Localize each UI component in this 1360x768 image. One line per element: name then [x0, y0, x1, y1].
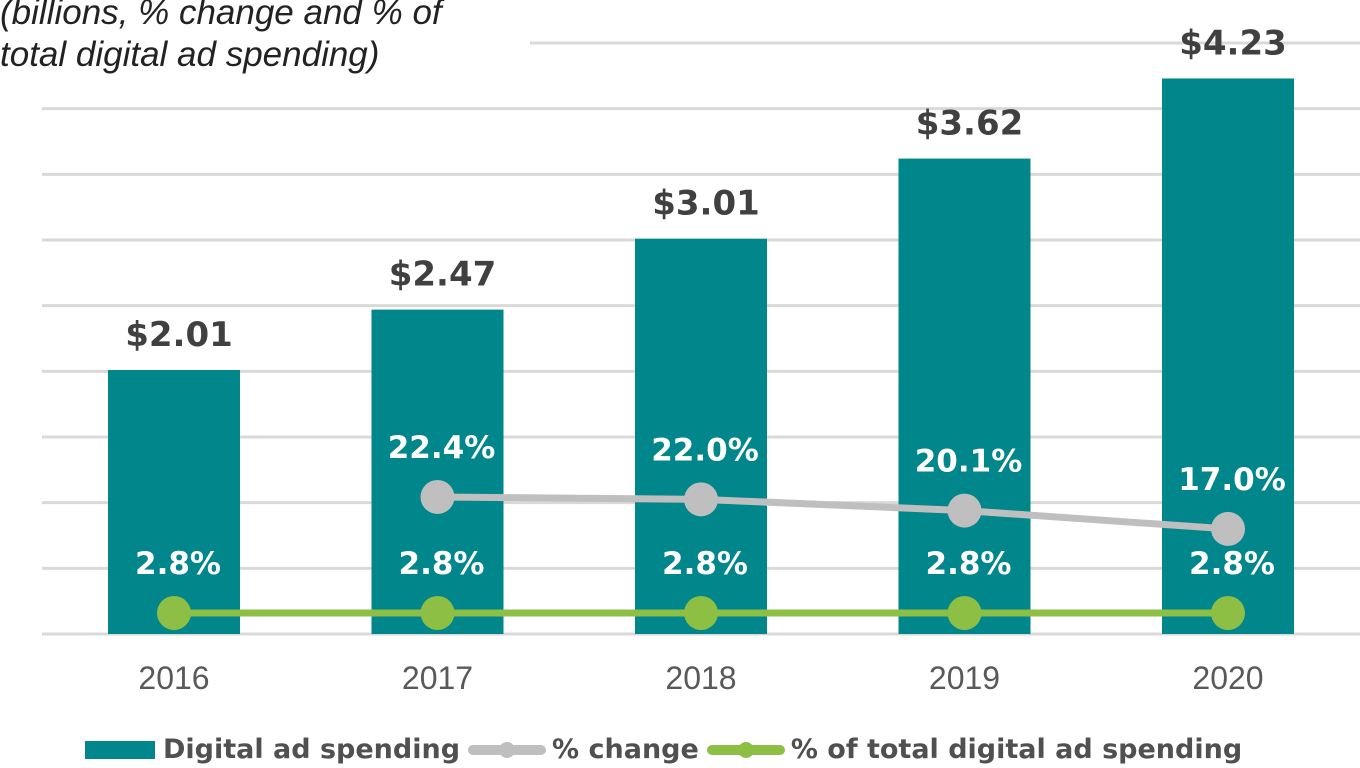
- x-tick-label: 2020: [1192, 660, 1263, 696]
- bar-label: $4.23: [1179, 23, 1287, 63]
- change-point: [1211, 511, 1245, 546]
- share-point: [1211, 596, 1245, 630]
- legend-label-share: % of total digital ad spending: [790, 734, 1243, 765]
- bar-label: $2.01: [125, 315, 233, 355]
- chart-subtitle: (billions, % change and % of total digit…: [0, 0, 442, 74]
- share-point: [684, 596, 718, 630]
- change-label: 20.1%: [915, 444, 1023, 480]
- change-point: [684, 482, 718, 517]
- bar-label: $2.47: [389, 255, 497, 295]
- legend-swatch-share: [706, 741, 785, 758]
- x-tick-label: 2017: [402, 660, 473, 696]
- share-point: [420, 596, 455, 630]
- change-line: [437, 493, 1229, 533]
- change-label: 22.0%: [651, 432, 759, 468]
- bar-2016: [108, 370, 240, 634]
- legend-label-spending: Digital ad spending: [163, 734, 461, 765]
- bar-label: $3.01: [652, 184, 760, 224]
- x-tick-label: 2016: [138, 660, 209, 696]
- legend-swatch-spending: [85, 740, 155, 759]
- share-label: 2.8%: [926, 546, 1012, 582]
- change-point: [420, 479, 455, 514]
- bar-2018: [635, 238, 767, 635]
- share-point: [157, 596, 191, 630]
- x-tick-label: 2019: [929, 660, 1000, 696]
- share-label: 2.8%: [399, 546, 485, 582]
- share-label: 2.8%: [662, 546, 748, 582]
- change-point: [947, 493, 982, 528]
- legend-swatch-change: [468, 741, 547, 758]
- bar-2017: [371, 309, 504, 634]
- share-label: 2.8%: [1189, 546, 1275, 582]
- bar-2019: [898, 158, 1031, 634]
- bar-label: $3.62: [916, 104, 1024, 144]
- legend: Digital ad spending % change % of total …: [85, 734, 1242, 765]
- share-label: 2.8%: [135, 546, 221, 582]
- share-point: [947, 596, 982, 630]
- legend-label-change: % change: [552, 734, 699, 765]
- change-label: 22.4%: [388, 430, 496, 466]
- change-label: 17.0%: [1178, 462, 1286, 498]
- x-tick-label: 2018: [665, 660, 736, 696]
